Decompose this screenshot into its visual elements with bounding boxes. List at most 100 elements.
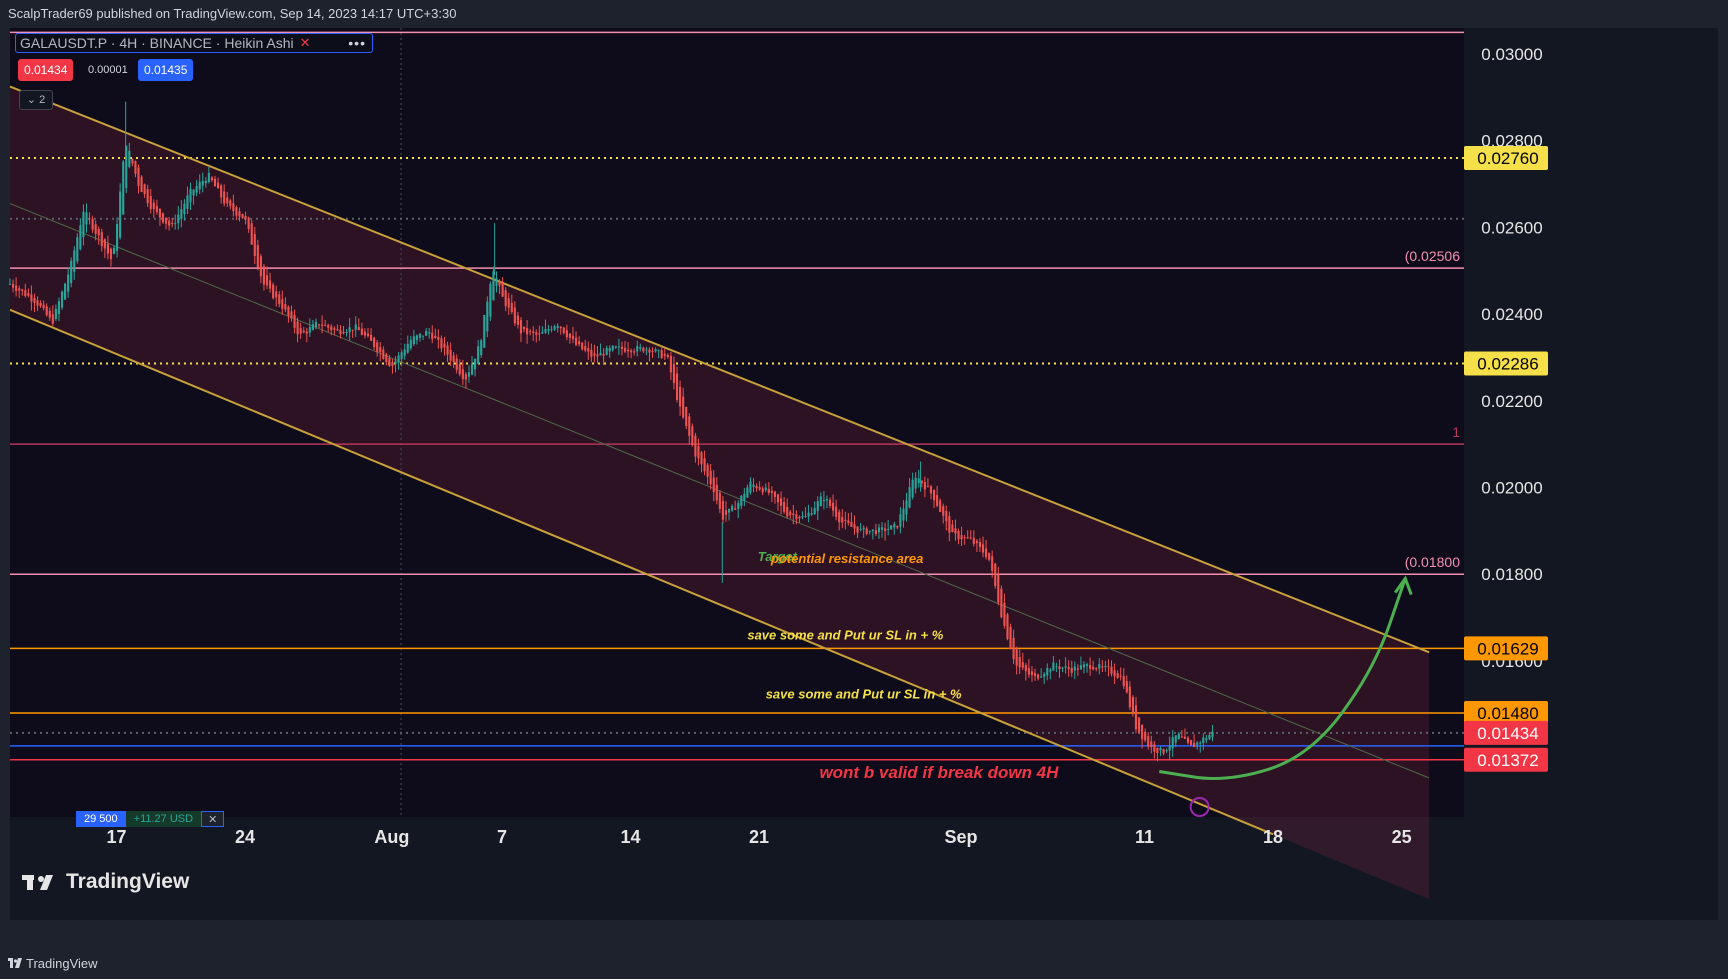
- candle-body: [85, 212, 88, 225]
- candle-body: [853, 524, 856, 529]
- candle-body: [639, 346, 642, 349]
- price-label-0.01480: 0.01480: [1477, 704, 1538, 723]
- x-tick-21: 21: [749, 827, 769, 847]
- candle-body: [125, 145, 128, 189]
- candle-body: [1186, 737, 1190, 743]
- position-line-label[interactable]: 29 500 +11.27 USD ✕: [76, 811, 225, 827]
- candle-body: [608, 347, 611, 352]
- candle-body: [33, 297, 36, 303]
- candle-body: [241, 213, 244, 219]
- candle-body: [1030, 671, 1034, 676]
- candle-body: [186, 195, 189, 209]
- y-tick-0.02200: 0.02200: [1481, 392, 1542, 411]
- candle-body: [1043, 674, 1046, 677]
- candle-body: [272, 284, 275, 299]
- y-tick-0.01800: 0.01800: [1481, 565, 1542, 584]
- candle-body: [890, 525, 893, 530]
- candle-body: [116, 224, 119, 251]
- candle-body: [997, 574, 1000, 603]
- candle-body: [627, 349, 630, 352]
- candle-body: [703, 458, 706, 472]
- candle-body: [1076, 668, 1079, 670]
- candle-body: [871, 529, 874, 531]
- candle-body: [342, 331, 345, 334]
- candle-body: [804, 516, 807, 518]
- candle-body: [293, 314, 296, 328]
- candle-body: [1101, 666, 1104, 668]
- candles-group: [8, 101, 1214, 762]
- ask-price-box[interactable]: 0.01435: [138, 59, 194, 81]
- candle-body: [914, 477, 917, 489]
- candle-body: [210, 177, 214, 181]
- candle-body: [183, 203, 186, 215]
- candle-body: [513, 307, 516, 324]
- candle-body: [682, 396, 685, 418]
- close-icon[interactable]: ✕: [299, 35, 311, 50]
- candle-body: [1064, 666, 1067, 668]
- candle-body: [146, 189, 149, 204]
- candle-body: [1122, 676, 1125, 687]
- candle-body: [216, 182, 220, 189]
- collapsed-count: 2: [39, 94, 46, 106]
- candle-body: [1153, 744, 1156, 752]
- candle-body: [1104, 666, 1107, 668]
- candle-body: [333, 328, 336, 330]
- candle-body: [1147, 736, 1150, 747]
- candle-body: [15, 285, 18, 291]
- close-icon[interactable]: ✕: [201, 811, 225, 827]
- annotation-3: save some and Put ur SL in + %: [766, 687, 962, 702]
- candle-body: [905, 500, 908, 515]
- candle-body: [1061, 667, 1064, 669]
- candle-body: [351, 329, 354, 331]
- price-label-0.01372: 0.01372: [1477, 751, 1538, 770]
- candle-body: [648, 349, 651, 353]
- candle-body: [942, 506, 945, 516]
- candle-body: [122, 161, 125, 215]
- position-qty[interactable]: 29 500: [76, 811, 126, 827]
- candle-body: [259, 256, 262, 277]
- candle-body: [403, 349, 406, 356]
- candle-body: [483, 314, 486, 348]
- candle-body: [388, 358, 391, 366]
- symbol-title[interactable]: GALAUSDT.P · 4H · BINANCE · Heikin Ashi: [20, 35, 294, 51]
- candle-body: [1012, 637, 1015, 660]
- candle-body: [1177, 733, 1180, 740]
- published-header: ScalpTrader69 published on TradingView.c…: [8, 6, 457, 21]
- y-tick-0.02400: 0.02400: [1481, 305, 1542, 324]
- candle-body: [767, 488, 770, 493]
- candle-body: [400, 352, 403, 360]
- candle-body: [605, 348, 608, 355]
- candle-body: [715, 484, 718, 501]
- candle-body: [746, 487, 749, 498]
- candle-body: [642, 347, 645, 352]
- candle-body: [336, 329, 339, 331]
- candle-body: [1082, 664, 1086, 668]
- candle-body: [164, 217, 168, 224]
- candle-body: [874, 530, 877, 535]
- candle-body: [783, 502, 786, 512]
- candle-body: [923, 482, 926, 490]
- annotation-0: Target: [758, 549, 798, 564]
- candle-body: [91, 218, 94, 230]
- candle-body: [382, 349, 385, 359]
- candle-body: [541, 331, 544, 334]
- candle-body: [119, 191, 122, 238]
- footer-bar: TradingView: [0, 948, 1728, 979]
- bid-price-box[interactable]: 0.01434: [18, 59, 74, 81]
- candle-body: [963, 537, 966, 539]
- candle-body: [330, 326, 333, 331]
- candle-body: [140, 176, 143, 193]
- candle-body: [103, 239, 106, 249]
- annotation-2: save some and Put ur SL in + %: [747, 627, 943, 642]
- annotation-1: potential resistance area: [770, 551, 923, 566]
- symbol-legend[interactable]: GALAUSDT.P · 4H · BINANCE · Heikin Ashi …: [15, 33, 373, 53]
- more-dots-icon[interactable]: •••: [348, 35, 366, 51]
- candle-body: [495, 278, 498, 286]
- indicators-collapse-button[interactable]: ⌄ 2: [19, 90, 53, 110]
- candle-body: [455, 358, 458, 370]
- candle-body: [734, 508, 737, 510]
- candle-body: [1070, 668, 1073, 673]
- candle-body: [152, 202, 155, 209]
- candle-body: [706, 464, 709, 477]
